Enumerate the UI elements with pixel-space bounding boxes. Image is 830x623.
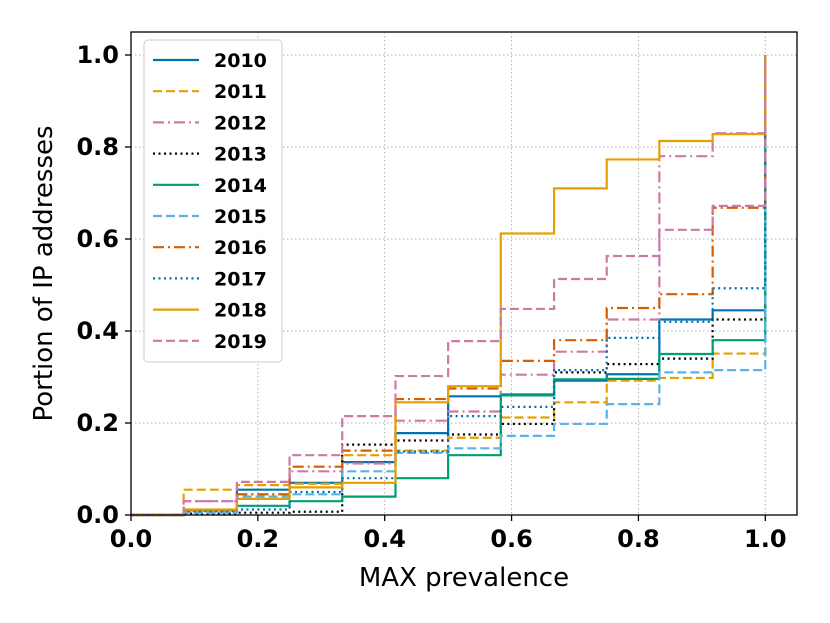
legend: 2010 2011 2012 2013 2014 2015 2016 2017 2018 2019 [143, 39, 283, 363]
legend-label-2012: 2012 [214, 112, 267, 134]
plot-frame [130, 31, 798, 516]
legend-label-2013: 2013 [214, 144, 267, 166]
legend-label-2010: 2010 [214, 50, 267, 72]
legend-label-2016: 2016 [214, 237, 267, 259]
series-line-2019 [131, 55, 767, 517]
y-axis: 0.0 0.2 0.4 0.6 0.8 1.0 [76, 41, 131, 529]
legend-label-2014: 2014 [214, 175, 267, 197]
y-tick-label: 0.8 [76, 133, 119, 161]
legend-label-2017: 2017 [214, 268, 267, 290]
legend-label-2019: 2019 [214, 331, 267, 353]
x-tick-label: 0.4 [363, 525, 406, 553]
y-tick-label: 0.6 [76, 225, 119, 253]
y-axis-label: Portion of IP addresses [29, 125, 59, 421]
legend-label-2018: 2018 [214, 300, 267, 322]
x-tick-label: 0.2 [237, 525, 280, 553]
legend-label-2015: 2015 [214, 206, 267, 228]
x-tick-label: 0.6 [490, 525, 533, 553]
y-tick-label: 0.2 [76, 409, 119, 437]
x-tick-label: 0.0 [110, 525, 153, 553]
x-tick-label: 1.0 [744, 525, 787, 553]
y-tick-label: 0.4 [76, 317, 119, 345]
y-tick-label: 0.0 [76, 501, 119, 529]
legend-box [143, 39, 283, 363]
x-tick-label: 0.8 [617, 525, 660, 553]
legend-label-2011: 2011 [214, 81, 267, 103]
x-axis-label: MAX prevalence [359, 563, 569, 593]
series-group [131, 55, 767, 517]
x-axis: 0.0 0.2 0.4 0.6 0.8 1.0 [110, 515, 787, 553]
y-tick-label: 1.0 [76, 41, 119, 69]
